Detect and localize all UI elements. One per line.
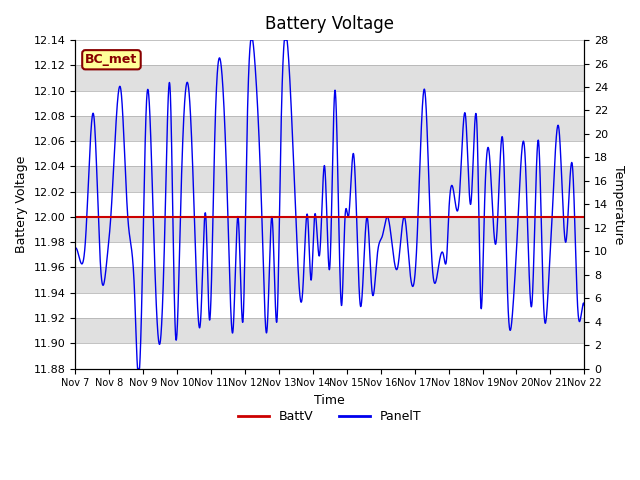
- Legend: BattV, PanelT: BattV, PanelT: [233, 405, 427, 428]
- Bar: [75, 141, 584, 167]
- Bar: [75, 293, 584, 318]
- Bar: [75, 40, 584, 65]
- X-axis label: Time: Time: [314, 394, 345, 407]
- Bar: [75, 242, 584, 267]
- Bar: [75, 343, 584, 369]
- Y-axis label: Battery Voltage: Battery Voltage: [15, 156, 28, 253]
- Y-axis label: Temperature: Temperature: [612, 165, 625, 244]
- Bar: [75, 192, 584, 217]
- Title: Battery Voltage: Battery Voltage: [265, 15, 394, 33]
- Text: BC_met: BC_met: [85, 53, 138, 66]
- Bar: [75, 91, 584, 116]
